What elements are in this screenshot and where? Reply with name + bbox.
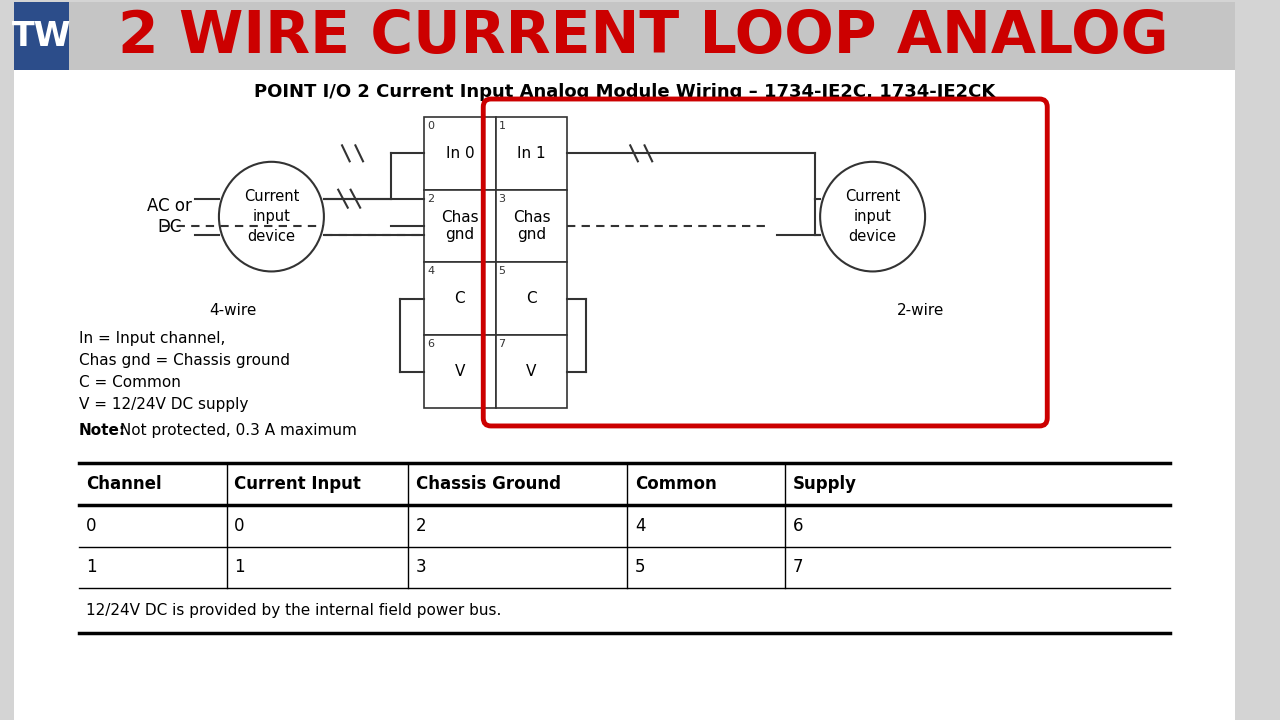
Bar [495,189,567,263]
Text: POINT I/O 2 Current Input Analog Module Wiring – 1734-IE2C, 1734-IE2CK: POINT I/O 2 Current Input Analog Module … [253,83,995,101]
Bar [495,336,567,408]
Circle shape [820,162,925,271]
Text: Not protected, 0.3 A maximum: Not protected, 0.3 A maximum [115,423,357,438]
Text: In 1: In 1 [517,146,545,161]
Text: Current
input
device: Current input device [845,189,900,244]
Text: 12/24V DC is provided by the internal field power bus.: 12/24V DC is provided by the internal fi… [86,603,502,618]
Text: Chas
gnd: Chas gnd [442,210,479,243]
Text: Current Input: Current Input [234,474,361,492]
Text: 3: 3 [498,194,506,204]
Text: 0: 0 [86,517,97,535]
Text: 7: 7 [792,559,803,577]
Text: 4-wire: 4-wire [210,303,257,318]
Text: Supply: Supply [792,474,856,492]
Text: V: V [526,364,536,379]
Text: C: C [454,292,465,307]
Text: V = 12/24V DC supply: V = 12/24V DC supply [78,397,248,412]
Text: 2-wire: 2-wire [897,303,945,318]
Text: V: V [454,364,465,379]
Text: Common: Common [635,474,717,492]
Text: TW: TW [12,19,72,53]
Text: 2 WIRE CURRENT LOOP ANALOG: 2 WIRE CURRENT LOOP ANALOG [118,8,1169,65]
Text: C: C [526,292,536,307]
Text: 5: 5 [635,559,645,577]
Text: Channel: Channel [86,474,161,492]
Text: 1: 1 [86,559,97,577]
Text: Chassis Ground: Chassis Ground [416,474,561,492]
Text: 1: 1 [234,559,244,577]
Text: C = Common: C = Common [78,375,180,390]
Bar [424,336,495,408]
Text: In = Input channel,: In = Input channel, [78,331,225,346]
Text: 1: 1 [498,121,506,131]
Text: 7: 7 [498,339,506,349]
Bar [14,2,1235,70]
Text: In 0: In 0 [445,146,474,161]
Text: Current
input
device: Current input device [243,189,300,244]
Bar [495,263,567,336]
Text: 4: 4 [635,517,645,535]
Text: Chas gnd = Chassis ground: Chas gnd = Chassis ground [78,354,289,368]
Text: 6: 6 [792,517,803,535]
Text: 6: 6 [428,339,434,349]
Text: 0: 0 [428,121,434,131]
Bar [14,2,69,70]
Circle shape [219,162,324,271]
Text: Chas
gnd: Chas gnd [513,210,550,243]
Text: Note:: Note: [78,423,125,438]
Text: 0: 0 [234,517,244,535]
Bar [424,263,495,336]
Text: 2: 2 [428,194,434,204]
Text: 5: 5 [498,266,506,276]
Text: AC or
DC: AC or DC [147,197,192,236]
Text: 3: 3 [416,559,426,577]
Bar [495,117,567,189]
Bar [424,117,495,189]
Bar [424,189,495,263]
Text: 2: 2 [416,517,426,535]
Text: 4: 4 [428,266,434,276]
